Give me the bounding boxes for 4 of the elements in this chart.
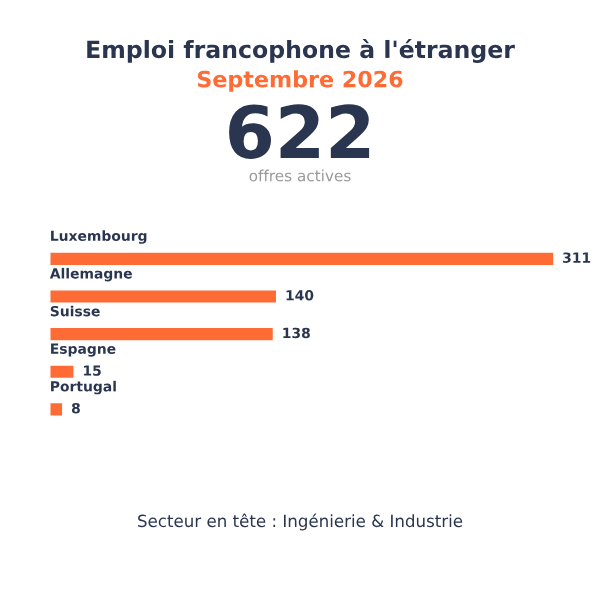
chart-title: Emploi francophone à l'étranger [87, 39, 515, 63]
text: Secteur en tête : Ingénierie & Industrie [138, 513, 463, 531]
text: 622 [229, 104, 370, 159]
chart-subtitle: Septembre 2026 [197, 70, 403, 92]
